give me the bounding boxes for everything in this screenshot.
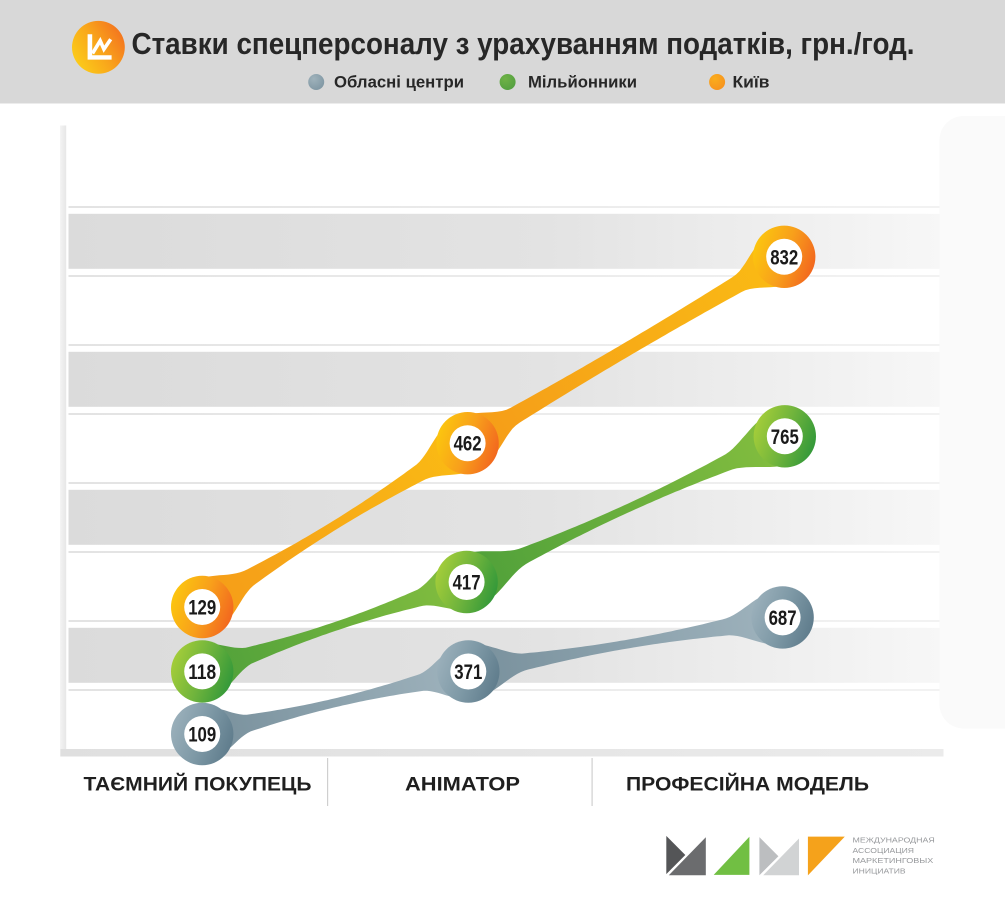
svg-text:МЕЖДУНАРОДНАЯ: МЕЖДУНАРОДНАЯ xyxy=(853,836,935,845)
svg-text:МАРКЕТИНГОВЫХ: МАРКЕТИНГОВЫХ xyxy=(853,856,934,865)
svg-text:765: 765 xyxy=(771,426,799,449)
svg-text:129: 129 xyxy=(188,597,216,620)
svg-text:АССОЦИАЦИЯ: АССОЦИАЦИЯ xyxy=(853,846,915,855)
svg-text:ПРОФЕСІЙНА МОДЕЛЬ: ПРОФЕСІЙНА МОДЕЛЬ xyxy=(626,774,869,796)
svg-text:109: 109 xyxy=(188,724,216,747)
svg-text:ИНИЦИАТИВ: ИНИЦИАТИВ xyxy=(853,867,906,876)
svg-text:АНІМАТОР: АНІМАТОР xyxy=(405,775,520,796)
svg-text:832: 832 xyxy=(770,246,798,269)
svg-text:687: 687 xyxy=(769,607,797,630)
svg-text:Київ: Київ xyxy=(733,74,770,92)
svg-text:Обласні центри: Обласні центри xyxy=(334,74,464,92)
svg-text:Мільйонники: Мільйонники xyxy=(528,74,637,92)
svg-text:417: 417 xyxy=(453,572,481,595)
svg-text:Ставки спецперсоналу з урахува: Ставки спецперсоналу з урахуванням подат… xyxy=(132,26,915,61)
svg-text:462: 462 xyxy=(454,433,482,456)
svg-text:371: 371 xyxy=(454,661,482,684)
svg-text:ТАЄМНИЙ ПОКУПЕЦЬ: ТАЄМНИЙ ПОКУПЕЦЬ xyxy=(84,774,312,796)
svg-text:118: 118 xyxy=(188,661,216,684)
